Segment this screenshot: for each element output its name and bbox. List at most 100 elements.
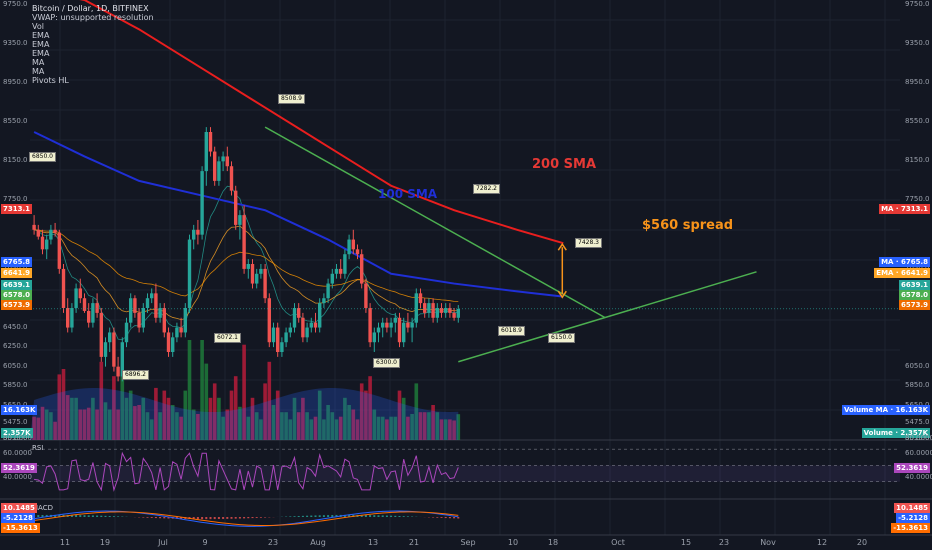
volume-bar xyxy=(103,402,108,440)
time-axis-label: 21 xyxy=(408,538,420,547)
candle-body xyxy=(192,229,196,240)
volume-bar xyxy=(141,397,146,440)
time-axis-label: 12 xyxy=(816,538,828,547)
macd-hist-bar xyxy=(297,516,300,517)
indicator-pivots[interactable]: Pivots HL xyxy=(32,76,69,85)
candle-body xyxy=(158,308,162,318)
pivot-label: 8508.9 xyxy=(278,94,305,104)
macd-hist-bar xyxy=(70,514,73,517)
price-tag-left: 16.163K xyxy=(1,405,38,415)
candle-body xyxy=(360,254,364,284)
macd-hist-bar xyxy=(196,517,199,520)
volume-bar xyxy=(238,406,242,440)
volume-bar xyxy=(124,397,129,440)
candle-body xyxy=(120,342,124,377)
macd-hist-bar xyxy=(255,517,258,518)
price-tag-left: 7313.1 xyxy=(1,204,33,214)
time-axis-label: 9 xyxy=(202,538,208,547)
candle-body xyxy=(112,332,116,367)
sma200-annotation: 200 SMA xyxy=(532,157,597,172)
left-axis-label: 6250.0 xyxy=(3,342,28,351)
candle-body xyxy=(53,229,57,233)
macd-hist-bar xyxy=(301,515,304,517)
price-axis-label: 8550.0 xyxy=(905,117,930,126)
macd-hist-bar xyxy=(327,515,330,517)
volume-bar xyxy=(133,406,137,440)
volume-bar xyxy=(221,416,225,440)
macd-hist-bar xyxy=(364,514,367,517)
volume-bar xyxy=(212,383,217,440)
candle-body xyxy=(448,308,452,313)
volume-bar xyxy=(393,416,398,440)
volume-bar xyxy=(275,390,280,440)
volume-bar xyxy=(338,416,343,440)
volume-bar xyxy=(246,416,251,440)
indicator-ma-2[interactable]: MA xyxy=(32,67,45,76)
volume-bar xyxy=(120,376,125,440)
candle-body xyxy=(313,322,318,328)
volume-bar xyxy=(271,405,276,440)
left-axis-label: 5475.0 xyxy=(3,417,28,426)
candle-body xyxy=(124,322,129,343)
indicator-vol[interactable]: Vol xyxy=(32,22,44,31)
pivot-label: 6018.9 xyxy=(498,326,525,336)
macd-hist-bar xyxy=(310,515,313,517)
volume-bar xyxy=(166,397,171,440)
volume-bar xyxy=(36,417,41,440)
macd-hist-bar xyxy=(154,517,157,519)
time-axis-label: 23 xyxy=(718,538,730,547)
macd-hist-bar xyxy=(54,514,57,517)
candle-body xyxy=(385,322,389,328)
indicator-vwap[interactable]: VWAP: unsupported resolution xyxy=(32,13,154,22)
candle-body xyxy=(326,283,330,299)
candle-body xyxy=(330,273,334,284)
candle-body xyxy=(280,342,284,352)
volume-bar xyxy=(435,412,440,440)
volume-bar xyxy=(309,419,314,440)
pivot-label: 6850.0 xyxy=(29,152,56,162)
left-axis-label: 5850.0 xyxy=(3,381,28,390)
macd-hist-bar xyxy=(394,515,397,517)
candle-body xyxy=(145,298,150,308)
left-axis-label: 8550.0 xyxy=(3,117,28,126)
candle-body xyxy=(57,232,61,269)
triangle-trendline xyxy=(458,271,757,363)
macd-hist-bar xyxy=(222,517,225,519)
volume-bar xyxy=(418,412,423,440)
volume-bar xyxy=(183,390,188,440)
volume-bar xyxy=(389,416,393,440)
price-tag-left: 2.357K xyxy=(1,428,33,438)
volume-bar xyxy=(334,419,339,440)
volume-bar xyxy=(385,419,389,440)
price-tag-right: Volume MA · 16.163K xyxy=(841,405,930,415)
indicator-ema-1[interactable]: EMA xyxy=(32,31,50,40)
volume-bar xyxy=(292,397,297,440)
candle-body xyxy=(179,327,183,333)
macd-hist-bar xyxy=(230,517,233,519)
volume-bar xyxy=(364,390,368,440)
candle-body xyxy=(259,268,263,274)
macd-hist-bar xyxy=(314,515,317,517)
macd-hist-bar xyxy=(318,515,321,517)
indicator-ema-2[interactable]: EMA xyxy=(32,40,50,49)
volume-bar xyxy=(32,416,36,440)
volume-bar xyxy=(422,412,427,440)
candle-body xyxy=(318,303,322,328)
volume-bar xyxy=(116,409,120,440)
macd-hist-bar xyxy=(322,515,325,517)
indicator-value-tag: 52.3619 xyxy=(894,463,930,473)
candle-body xyxy=(418,293,423,304)
indicator-value-tag: 52.3619 xyxy=(1,463,37,473)
indicator-ema-3[interactable]: EMA xyxy=(32,49,50,58)
volume-bar xyxy=(456,414,461,440)
macd-hist-bar xyxy=(444,517,447,519)
macd-hist-bar xyxy=(217,517,220,520)
volume-bar xyxy=(267,361,272,440)
macd-hist-bar xyxy=(209,517,212,520)
macd-hist-bar xyxy=(243,517,246,519)
volume-bar xyxy=(204,363,209,440)
chart-title: Bitcoin / Dollar, 1D, BITFINEX xyxy=(32,4,149,13)
candle-body xyxy=(255,273,259,284)
indicator-ma-1[interactable]: MA xyxy=(32,58,45,67)
